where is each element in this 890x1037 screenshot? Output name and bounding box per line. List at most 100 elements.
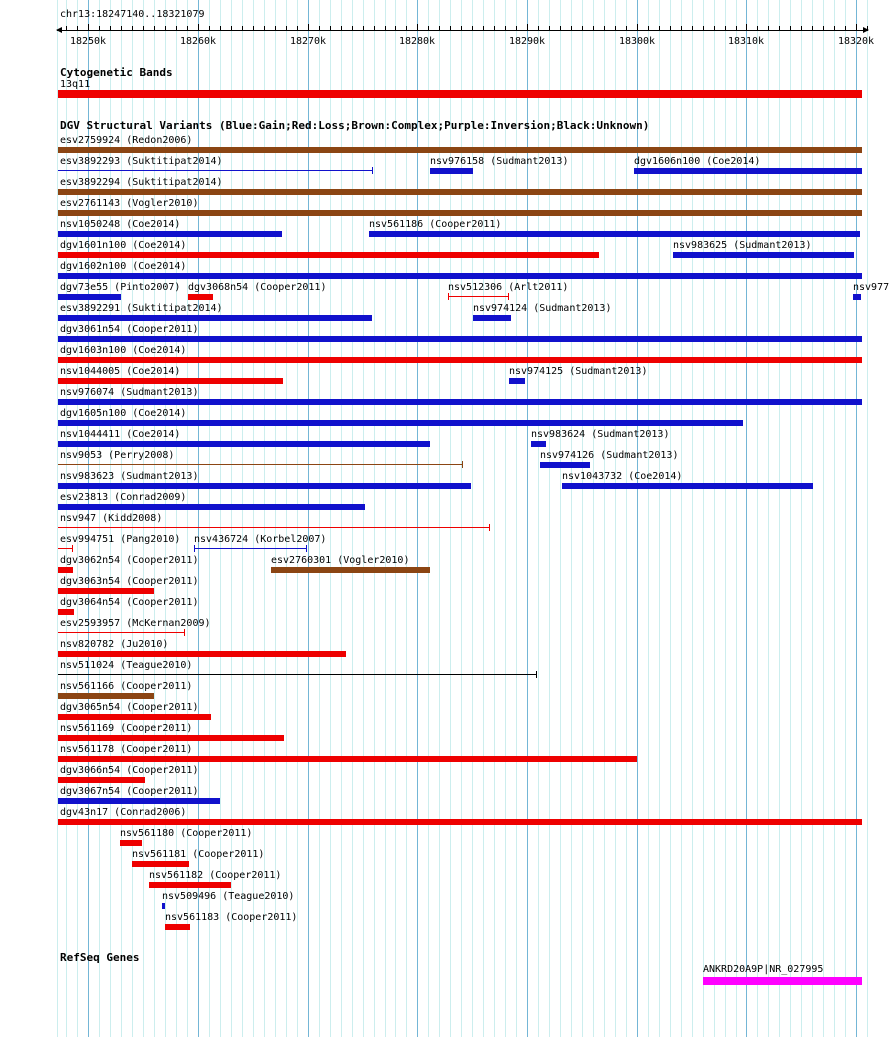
- variant-label[interactable]: dgv3065n54 (Cooper2011): [60, 702, 199, 713]
- variant-label[interactable]: nsv947 (Kidd2008): [60, 513, 163, 524]
- variant-label[interactable]: dgv1601n100 (Coe2014): [60, 240, 187, 251]
- variant-label[interactable]: nsv983624 (Sudmant2013): [531, 429, 670, 440]
- variant-label[interactable]: esv3892291 (Suktitipat2014): [60, 303, 223, 314]
- variant-label[interactable]: nsv1044411 (Coe2014): [60, 429, 181, 440]
- variant-label[interactable]: esv23813 (Conrad2009): [60, 492, 187, 503]
- variant-bar[interactable]: [58, 357, 862, 363]
- variant-label[interactable]: nsv974124 (Sudmant2013): [473, 303, 612, 314]
- variant-label[interactable]: nsv512306 (Arlt2011): [448, 282, 569, 293]
- variant-label[interactable]: dgv1606n100 (Coe2014): [634, 156, 761, 167]
- variant-label[interactable]: nsv561180 (Cooper2011): [120, 828, 253, 839]
- variant-bar[interactable]: [58, 252, 599, 258]
- variant-label[interactable]: nsv509496 (Teague2010): [162, 891, 295, 902]
- variant-bar[interactable]: [58, 210, 862, 216]
- variant-label[interactable]: nsv976074 (Sudmant2013): [60, 387, 199, 398]
- variant-bar[interactable]: [634, 168, 862, 174]
- variant-label[interactable]: nsv511024 (Teague2010): [60, 660, 193, 671]
- variant-label[interactable]: nsv983623 (Sudmant2013): [60, 471, 199, 482]
- variant-bar[interactable]: [58, 567, 73, 573]
- variant-label[interactable]: dgv3063n54 (Cooper2011): [60, 576, 199, 587]
- variant-label[interactable]: esv3892293 (Suktitipat2014): [60, 156, 223, 167]
- variant-label[interactable]: dgv73e55 (Pinto2007): [60, 282, 181, 293]
- variant-label[interactable]: nsv561186 (Cooper2011): [369, 219, 502, 230]
- variant-label[interactable]: nsv436724 (Korbel2007): [194, 534, 327, 545]
- variant-bar[interactable]: [58, 399, 862, 405]
- variant-bar[interactable]: [58, 420, 743, 426]
- variant-label[interactable]: nsv561178 (Cooper2011): [60, 744, 193, 755]
- variant-label[interactable]: nsv1050248 (Coe2014): [60, 219, 181, 230]
- variant-bar[interactable]: [58, 273, 862, 279]
- variant-label[interactable]: esv3892294 (Suktitipat2014): [60, 177, 223, 188]
- variant-bar[interactable]: [58, 483, 471, 489]
- variant-bar[interactable]: [58, 294, 121, 300]
- variant-bar[interactable]: [58, 735, 284, 741]
- variant-label[interactable]: nsv820782 (Ju2010): [60, 639, 169, 650]
- variant-bar[interactable]: [473, 315, 511, 321]
- variant-bar[interactable]: [120, 840, 142, 846]
- variant-bar[interactable]: [531, 441, 546, 447]
- variant-label[interactable]: dgv1603n100 (Coe2014): [60, 345, 187, 356]
- variant-bar[interactable]: [165, 924, 190, 930]
- variant-label[interactable]: dgv3062n54 (Cooper2011): [60, 555, 199, 566]
- variant-bar[interactable]: [132, 861, 189, 867]
- variant-span-line[interactable]: [58, 674, 536, 675]
- variant-bar[interactable]: [58, 315, 372, 321]
- variant-label[interactable]: dgv1605n100 (Coe2014): [60, 408, 187, 419]
- variant-label[interactable]: nsv561166 (Cooper2011): [60, 681, 193, 692]
- variant-label[interactable]: nsv974125 (Sudmant2013): [509, 366, 648, 377]
- variant-label[interactable]: esv994751 (Pang2010): [60, 534, 181, 545]
- variant-bar[interactable]: [430, 168, 473, 174]
- variant-label[interactable]: nsv1043732 (Coe2014): [562, 471, 683, 482]
- gene-bar[interactable]: [703, 977, 862, 985]
- cytoband-bar[interactable]: [58, 90, 862, 98]
- variant-bar[interactable]: [58, 336, 862, 342]
- variant-span-line[interactable]: [58, 527, 489, 528]
- variant-span-line[interactable]: [194, 548, 306, 549]
- variant-label[interactable]: nsv561182 (Cooper2011): [149, 870, 282, 881]
- variant-bar[interactable]: [853, 294, 861, 300]
- variant-bar[interactable]: [369, 231, 860, 237]
- variant-bar[interactable]: [58, 777, 145, 783]
- variant-label[interactable]: nsv9053 (Perry2008): [60, 450, 175, 461]
- variant-bar[interactable]: [58, 756, 637, 762]
- variant-label[interactable]: dgv43n17 (Conrad2006): [60, 807, 187, 818]
- variant-span-line[interactable]: [58, 170, 372, 171]
- variant-label[interactable]: dgv3061n54 (Cooper2011): [60, 324, 199, 335]
- gene-label[interactable]: ANKRD20A9P|NR_027995: [703, 964, 824, 975]
- variant-label[interactable]: nsv561181 (Cooper2011): [132, 849, 265, 860]
- variant-bar[interactable]: [58, 231, 282, 237]
- variant-bar[interactable]: [58, 441, 430, 447]
- variant-bar[interactable]: [540, 462, 590, 468]
- variant-label[interactable]: esv2593957 (McKernan2009): [60, 618, 211, 629]
- variant-bar[interactable]: [188, 294, 213, 300]
- variant-span-line[interactable]: [58, 632, 184, 633]
- variant-bar[interactable]: [58, 378, 283, 384]
- variant-span-line[interactable]: [58, 464, 462, 465]
- variant-bar[interactable]: [562, 483, 813, 489]
- variant-bar[interactable]: [162, 903, 165, 909]
- variant-bar[interactable]: [509, 378, 525, 384]
- variant-label[interactable]: nsv983625 (Sudmant2013): [673, 240, 812, 251]
- variant-label[interactable]: nsv976158 (Sudmant2013): [430, 156, 569, 167]
- variant-bar[interactable]: [58, 693, 154, 699]
- variant-label[interactable]: dgv3066n54 (Cooper2011): [60, 765, 199, 776]
- variant-bar[interactable]: [271, 567, 430, 573]
- variant-label[interactable]: esv2760301 (Vogler2010): [271, 555, 410, 566]
- variant-bar[interactable]: [58, 714, 211, 720]
- variant-bar[interactable]: [58, 819, 862, 825]
- variant-bar[interactable]: [58, 504, 365, 510]
- variant-bar[interactable]: [58, 189, 862, 195]
- variant-label[interactable]: nsv1044005 (Coe2014): [60, 366, 181, 377]
- variant-label[interactable]: nsv977: [853, 282, 890, 293]
- variant-label[interactable]: esv2759924 (Redon2006): [60, 135, 193, 146]
- variant-bar[interactable]: [58, 651, 346, 657]
- variant-bar[interactable]: [58, 798, 220, 804]
- variant-span-line[interactable]: [448, 296, 508, 297]
- variant-label[interactable]: nsv561169 (Cooper2011): [60, 723, 193, 734]
- variant-bar[interactable]: [673, 252, 854, 258]
- variant-label[interactable]: dgv3068n54 (Cooper2011): [188, 282, 327, 293]
- variant-bar[interactable]: [58, 609, 74, 615]
- variant-label[interactable]: nsv561183 (Cooper2011): [165, 912, 298, 923]
- variant-bar[interactable]: [58, 147, 862, 153]
- variant-label[interactable]: dgv3067n54 (Cooper2011): [60, 786, 199, 797]
